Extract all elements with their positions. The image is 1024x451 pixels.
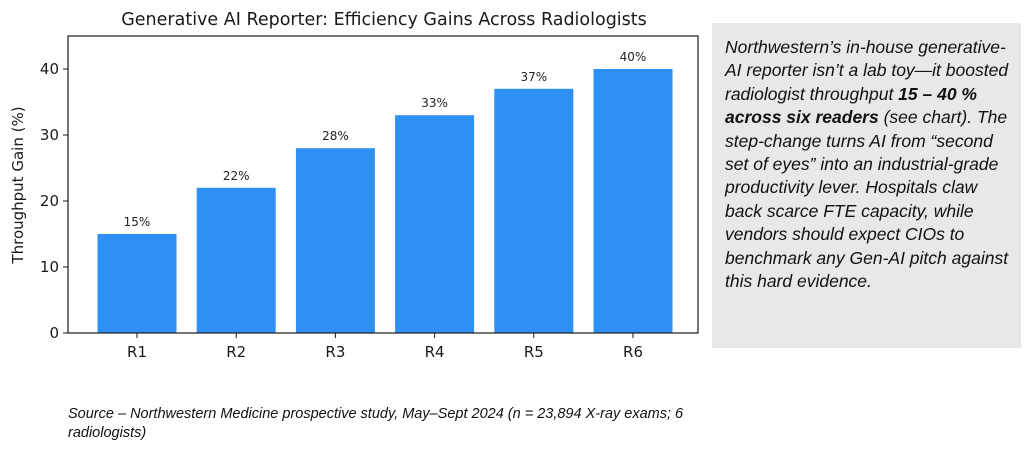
- data-labels-layer: 15% 22% 28% 33% 37% 40%: [124, 50, 647, 229]
- y-tick-label-40: 40: [40, 60, 59, 78]
- plot-frame: [67, 35, 699, 334]
- y-tick-label-0: 0: [49, 324, 59, 342]
- insight-text-body: (see chart). The step-change turns AI fr…: [725, 107, 1009, 292]
- x-tick-label-r4: R4: [425, 343, 445, 361]
- bar-r2: [196, 187, 276, 333]
- insight-text-highlight: 15 – 40 % across six readers: [725, 83, 977, 128]
- chart-title: Generative AI Reporter: Efficiency Gains…: [121, 10, 647, 30]
- x-tick-label-r2: R2: [226, 343, 246, 361]
- data-label-r4: 33%: [421, 96, 448, 110]
- bar-r3: [295, 148, 375, 333]
- bar-r6: [593, 69, 673, 333]
- data-label-r5: 37%: [520, 70, 547, 84]
- insight-text-intro: Northwestern’s in-house generative-AI re…: [725, 37, 1009, 104]
- y-tick-label-20: 20: [40, 192, 59, 210]
- data-label-r2: 22%: [223, 169, 250, 183]
- data-label-r3: 28%: [322, 129, 349, 143]
- chart-svg: Generative AI Reporter: Efficiency Gains…: [9, 10, 699, 361]
- x-tick-label-r5: R5: [524, 343, 544, 361]
- x-axis-ticks: R1 R2 R3 R4 R5 R6: [127, 333, 643, 361]
- y-axis-ticks: 0 10 20 30 40: [40, 60, 68, 342]
- x-tick-label-r6: R6: [623, 343, 643, 361]
- y-tick-label-10: 10: [40, 258, 59, 276]
- source-note: Source – Northwestern Medicine prospecti…: [68, 406, 684, 441]
- y-tick-label-30: 30: [40, 126, 59, 144]
- bar-r4: [395, 115, 475, 333]
- x-tick-label-r1: R1: [127, 343, 147, 361]
- bars-layer: [97, 69, 673, 333]
- bar-r1: [97, 234, 177, 333]
- data-label-r6: 40%: [620, 50, 647, 64]
- insight-callout: Northwestern’s in-house generative-AI re…: [712, 23, 1021, 348]
- x-tick-label-r3: R3: [325, 343, 345, 361]
- bar-chart: Generative AI Reporter: Efficiency Gains…: [9, 10, 699, 361]
- bar-r5: [494, 88, 574, 333]
- data-label-r1: 15%: [124, 215, 151, 229]
- y-axis-label: Throughput Gain (%): [9, 106, 27, 264]
